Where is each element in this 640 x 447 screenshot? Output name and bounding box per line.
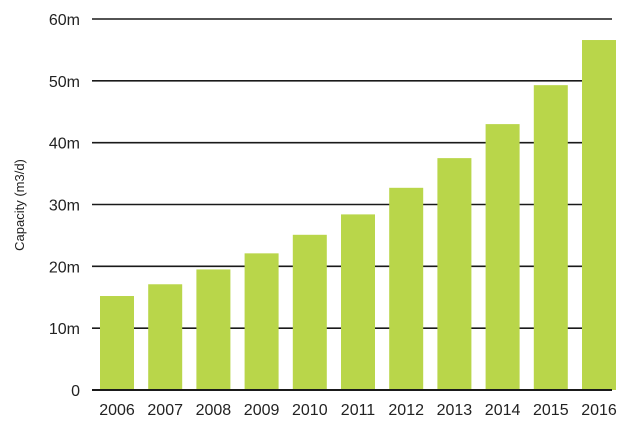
x-tick-label: 2010 [292, 402, 328, 419]
x-tick-label: 2009 [244, 402, 280, 419]
x-tick-label: 2012 [388, 402, 424, 419]
x-tick-label: 2014 [485, 402, 521, 419]
bar-2015 [533, 85, 568, 390]
bar-2014 [485, 124, 520, 390]
bar-2016 [582, 40, 616, 390]
bar-2013 [437, 158, 472, 390]
x-tick-label: 2016 [581, 402, 617, 419]
bar-2007 [148, 284, 183, 390]
bar-2006 [100, 296, 134, 390]
y-tick-label: 30m [49, 198, 80, 215]
x-tick-label: 2007 [147, 402, 183, 419]
bar-2010 [292, 234, 327, 390]
y-axis-label: Capacity (m3/d) [12, 159, 27, 251]
x-tick-label: 2013 [437, 402, 473, 419]
bar-2012 [389, 187, 424, 390]
y-tick-labels: 0 10m 20m 30m 40m 50m 60m [49, 12, 80, 400]
bar-2011 [341, 214, 375, 390]
x-tick-label: 2006 [99, 402, 135, 419]
x-tick-label: 2015 [533, 402, 569, 419]
y-tick-label: 0 [71, 383, 80, 400]
y-tick-label: 20m [49, 259, 80, 276]
bars [92, 40, 616, 391]
x-tick-label: 2008 [196, 402, 232, 419]
y-tick-label: 60m [49, 12, 80, 29]
bar-2009 [244, 253, 279, 390]
bar-2008 [196, 269, 231, 390]
x-tick-labels: 2006 2007 2008 2009 2010 2011 2012 2013 2014 2015… [99, 402, 617, 419]
y-tick-label: 50m [49, 74, 80, 91]
y-tick-label: 10m [49, 321, 80, 338]
y-tick-label: 40m [49, 136, 80, 153]
x-tick-label: 2011 [341, 402, 376, 419]
